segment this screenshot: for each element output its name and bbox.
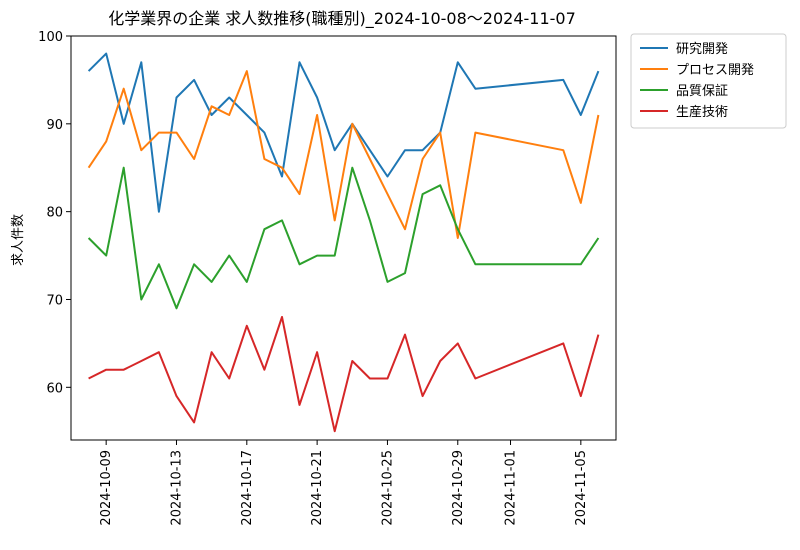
x-tick-label: 2024-11-05 <box>574 450 589 526</box>
chart-title: 化学業界の企業 求人数推移(職種別)_2024-10-08～2024-11-07 <box>108 9 576 29</box>
y-tick-label: 60 <box>46 381 63 396</box>
y-tick-label: 80 <box>46 206 63 221</box>
x-ticks: 2024-10-09 2024-10-13 2024-10-17 2024-10-21… <box>99 440 589 526</box>
series-line <box>87 166 600 310</box>
legend-label: 品質保証 <box>676 84 728 99</box>
x-tick-label: 2024-10-17 <box>240 450 255 526</box>
legend-label: 生産技術 <box>676 104 728 120</box>
y-tick-label: 70 <box>46 293 63 308</box>
y-tick-label: 90 <box>46 118 63 133</box>
y-tick-label: 100 <box>38 30 63 45</box>
plot-frame <box>70 35 617 441</box>
x-tick-label: 2024-10-29 <box>451 450 466 526</box>
series-lines <box>87 52 600 433</box>
legend-box <box>630 33 787 129</box>
series-line <box>87 52 600 213</box>
y-axis-label: 求人件数 <box>11 214 26 266</box>
y-ticks: 60 70 80 90 100 <box>38 30 71 396</box>
x-tick-label: 2024-10-25 <box>380 450 395 526</box>
x-tick-label: 2024-10-21 <box>310 450 325 526</box>
x-tick-label: 2024-10-13 <box>169 450 184 526</box>
x-tick-label: 2024-11-01 <box>504 450 519 526</box>
legend-label: プロセス開発 <box>676 63 754 78</box>
series-line <box>88 316 600 433</box>
x-tick-label: 2024-10-09 <box>99 450 114 526</box>
legend-label: 研究開発 <box>676 42 728 57</box>
